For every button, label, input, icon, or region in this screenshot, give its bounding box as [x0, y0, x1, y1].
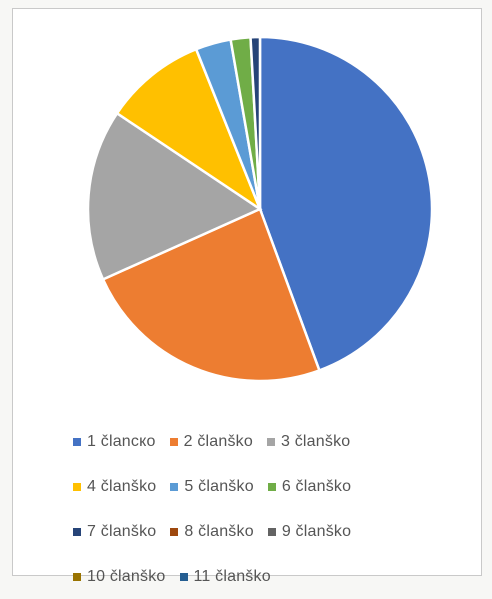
legend-item-2: 2 članško: [169, 432, 253, 451]
legend-item-3: 3 članško: [266, 432, 351, 451]
legend-item-1: 1 članско: [73, 433, 156, 451]
legend-item-7: 7 članško: [73, 523, 156, 541]
legend-label-6: 6 članško: [281, 477, 352, 495]
legend-swatch-1: [73, 437, 81, 446]
pie-slice-3: [86, 111, 263, 282]
pie-slice-1: [258, 35, 434, 373]
pie-slice-4: [115, 47, 263, 213]
legend-label-4: 4 članško: [87, 477, 157, 495]
legend-label-1: 1 članско: [87, 432, 156, 450]
legend-item-9: 9 članško: [267, 522, 352, 541]
legend-label-9: 9 članško: [281, 522, 352, 540]
legend-row-1: 1 članско 2 članško 3 članško: [73, 419, 473, 464]
legend-swatch-2: [169, 437, 178, 446]
pie-slice-2: [101, 207, 321, 383]
legend-label-8: 8 članško: [184, 522, 254, 540]
legend-swatch-10: [73, 572, 81, 581]
legend-row-2: 4 članško 5 članško 6 članško: [73, 464, 473, 509]
legend-label-3: 3 članško: [280, 432, 351, 450]
pie-chart-svg: [86, 35, 434, 383]
legend-item-4: 4 članško: [73, 478, 156, 496]
pie-slice-7: [249, 35, 262, 210]
legend: 1 članско 2 članško 3 članško 4 članško …: [73, 419, 473, 599]
pie-chart: [13, 9, 483, 409]
legend-swatch-8: [170, 527, 179, 536]
legend-swatch-4: [73, 482, 81, 491]
legend-swatch-3: [266, 437, 275, 446]
legend-item-11: 11 članško: [179, 567, 271, 586]
legend-item-10: 10 članško: [73, 568, 166, 586]
legend-label-11: 11 članško: [193, 567, 271, 585]
legend-swatch-11: [179, 572, 188, 581]
legend-label-5: 5 članško: [184, 477, 254, 495]
legend-item-6: 6 članško: [267, 477, 352, 496]
legend-label-2: 2 članško: [183, 432, 253, 450]
legend-swatch-7: [73, 527, 81, 536]
chart-frame: 1 članско 2 članško 3 članško 4 članško …: [12, 8, 483, 585]
legend-swatch-9: [267, 527, 276, 536]
legend-swatch-5: [170, 482, 179, 491]
legend-row-3: 7 članško 8 članško 9 članško: [73, 509, 473, 554]
legend-label-7: 7 članško: [87, 522, 157, 540]
legend-item-5: 5 članško: [170, 477, 254, 496]
legend-row-4: 10 članško 11 članško: [73, 554, 473, 599]
legend-label-10: 10 članško: [87, 567, 166, 585]
legend-swatch-6: [267, 482, 276, 491]
legend-item-8: 8 članško: [170, 522, 254, 541]
